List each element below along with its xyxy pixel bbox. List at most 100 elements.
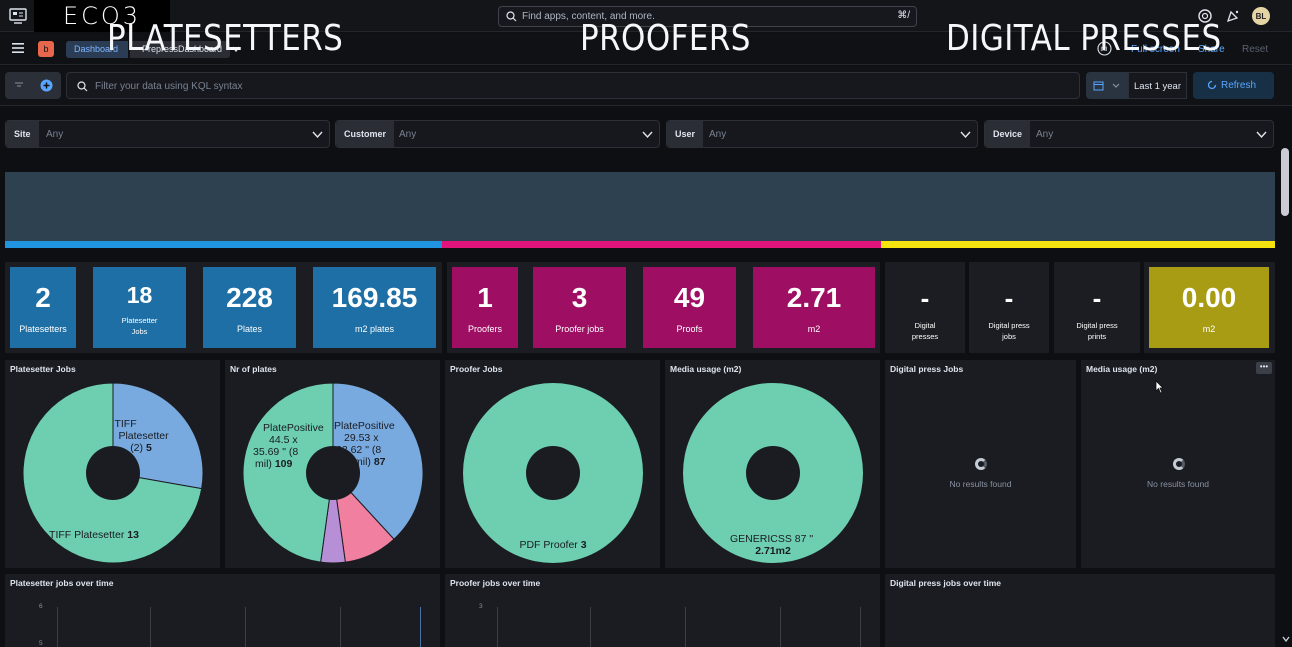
proofers-heading: PROOFERS xyxy=(580,18,751,59)
query-bar: Filter your data using KQL syntax Last 1… xyxy=(0,66,1292,106)
metric-value: 2.71 xyxy=(786,282,842,313)
metric-label: m2 plates xyxy=(354,324,395,334)
section-header-banner xyxy=(5,172,1275,248)
calendar-icon xyxy=(1093,81,1104,91)
news-feed-icon[interactable] xyxy=(1225,8,1241,24)
reset-button[interactable]: Reset xyxy=(1242,44,1269,55)
no-results-text: No results found xyxy=(1147,479,1209,489)
metric-digital-presses: - Digital presses xyxy=(885,267,965,348)
metric-label: Platesetters xyxy=(19,324,67,334)
device-control[interactable]: Device Any xyxy=(984,120,1274,148)
user-control[interactable]: User Any xyxy=(666,120,978,148)
slice-label-tiff: TIFF Platesetter 13 xyxy=(49,529,139,541)
panel-title: Media usage (m2) xyxy=(670,364,742,374)
mouse-cursor-icon xyxy=(1155,380,1164,394)
search-icon xyxy=(77,81,88,92)
slice-label-genericss: GENERICSS 87 " 2.71m2 xyxy=(730,533,816,557)
metric-digital-press-jobs: - Digital press jobs xyxy=(969,267,1049,348)
slice-label-pdf-proofer: PDF Proofer 3 xyxy=(519,539,586,551)
grid-line xyxy=(420,607,421,647)
platesetters-stripe xyxy=(5,241,442,248)
digital-press-jobs-panel: Digital press Jobs No results found xyxy=(885,360,1076,568)
grid-line xyxy=(590,607,591,647)
filter-menu-button[interactable] xyxy=(5,72,61,99)
customer-control[interactable]: Customer Any xyxy=(335,120,660,148)
metric-label: Digital press jobs xyxy=(988,321,1030,341)
media-usage-2-panel: Media usage (m2) ••• No results found xyxy=(1081,360,1275,568)
full-screen-button[interactable]: Full screen xyxy=(1131,44,1180,55)
metric-value: - xyxy=(920,283,930,313)
share-button[interactable]: Share xyxy=(1198,44,1225,55)
metric-value: 49 xyxy=(673,282,706,313)
metric-proofers: 1 Proofers xyxy=(452,267,518,348)
add-filter-icon[interactable] xyxy=(40,79,53,92)
metric-digital-press-prints: - Digital press prints xyxy=(1054,267,1140,348)
breadcrumb-dashboard[interactable]: Dashboard xyxy=(66,41,129,58)
time-range-display[interactable]: Last 1 year xyxy=(1128,72,1187,99)
y-tick: 3 xyxy=(479,603,483,610)
grid-line xyxy=(780,607,781,647)
slice-label-tiff2: TIFF Platesetter (2) 5 xyxy=(114,418,171,454)
metric-proofs: 49 Proofs xyxy=(643,267,736,348)
global-search-input[interactable]: Find apps, content, and more. ⌘/ xyxy=(498,6,917,27)
site-value: Any xyxy=(46,129,64,140)
metric-value: 0.00 xyxy=(1181,282,1237,313)
donut-hole xyxy=(746,446,800,500)
media-usage-panel: Media usage (m2) GENERICSS 87 " 2.71m2 xyxy=(665,360,880,568)
svg-text:bd: bd xyxy=(1101,47,1108,53)
kql-search-input[interactable]: Filter your data using KQL syntax xyxy=(66,72,1080,99)
metric-label: Proofs xyxy=(676,324,703,334)
device-value: Any xyxy=(1036,129,1054,140)
metric-value: 18 xyxy=(126,282,153,308)
eco3-logo[interactable]: ECO3 xyxy=(34,0,170,32)
date-picker-button[interactable] xyxy=(1086,72,1128,99)
grid-line xyxy=(150,607,151,647)
slice-label-plate-a: PlatePositive 29.53 x 23.62 " (8 mil) 87 xyxy=(334,420,398,468)
grid-line xyxy=(340,607,341,647)
panel-title: Platesetter jobs over time xyxy=(10,578,114,588)
metric-value: 2 xyxy=(35,282,51,313)
chevron-down-icon[interactable] xyxy=(231,44,241,54)
y-tick: 6 xyxy=(39,603,43,610)
site-label: Site xyxy=(6,121,39,147)
platesetter-jobs-panel: Platesetter Jobs TIFF Platesetter (2) 5 … xyxy=(5,360,220,568)
y-tick: 5 xyxy=(39,640,43,647)
slice-label-plate-b: PlatePositive 44.5 x 35.69 " (8 mil) 109 xyxy=(253,422,327,470)
site-control[interactable]: Site Any xyxy=(5,120,330,148)
loading-spinner-icon xyxy=(975,458,987,470)
grid-line xyxy=(245,607,246,647)
user-avatar[interactable]: BL xyxy=(1252,7,1270,25)
page-scrollbar[interactable] xyxy=(1281,148,1289,216)
grid-line xyxy=(685,607,686,647)
digital-presses-heading: DIGITAL PRESSES xyxy=(946,18,1222,59)
metric-digital-m2: 0.00 m2 xyxy=(1149,267,1269,348)
metric-label: Platesetter Jobs xyxy=(121,316,158,336)
app-menu-icon[interactable] xyxy=(9,8,27,24)
metric-platesetter-jobs: 18 Platesetter Jobs xyxy=(93,267,186,348)
media-usage-donut: GENERICSS 87 " 2.71m2 xyxy=(683,383,863,563)
metric-label: Digital press prints xyxy=(1076,321,1118,341)
grid-line xyxy=(57,607,58,647)
chevron-down-icon xyxy=(1256,131,1267,139)
metric-m2-plates: 169.85 m2 plates xyxy=(313,267,436,348)
filter-icon xyxy=(15,82,23,87)
refresh-label: Refresh xyxy=(1221,80,1257,91)
nr-of-plates-panel: Nr of plates PlatePositive 29.53 x 23.62… xyxy=(225,360,440,568)
search-icon xyxy=(506,11,517,22)
refresh-icon xyxy=(1207,80,1217,90)
metric-proof-m2: 2.71 m2 xyxy=(753,267,875,348)
metric-label: Proofers xyxy=(467,324,502,334)
refresh-button[interactable]: Refresh xyxy=(1193,72,1274,99)
hamburger-menu-icon[interactable] xyxy=(12,43,24,53)
metric-label: Plates xyxy=(236,324,262,334)
space-badge[interactable]: b xyxy=(38,41,54,57)
help-globe-icon[interactable] xyxy=(1197,8,1213,24)
bd-badge-icon[interactable]: bd xyxy=(1097,41,1112,56)
digital-metrics-bg-3 xyxy=(1054,262,1140,353)
proofer-jobs-donut: PDF Proofer 3 xyxy=(463,383,643,563)
grid-line xyxy=(860,607,861,647)
panel-title: Proofer Jobs xyxy=(450,364,503,374)
panel-title: Digital press jobs over time xyxy=(890,578,1002,588)
scroll-down-arrow-icon[interactable] xyxy=(1281,634,1291,644)
panel-options-button[interactable]: ••• xyxy=(1256,362,1272,374)
